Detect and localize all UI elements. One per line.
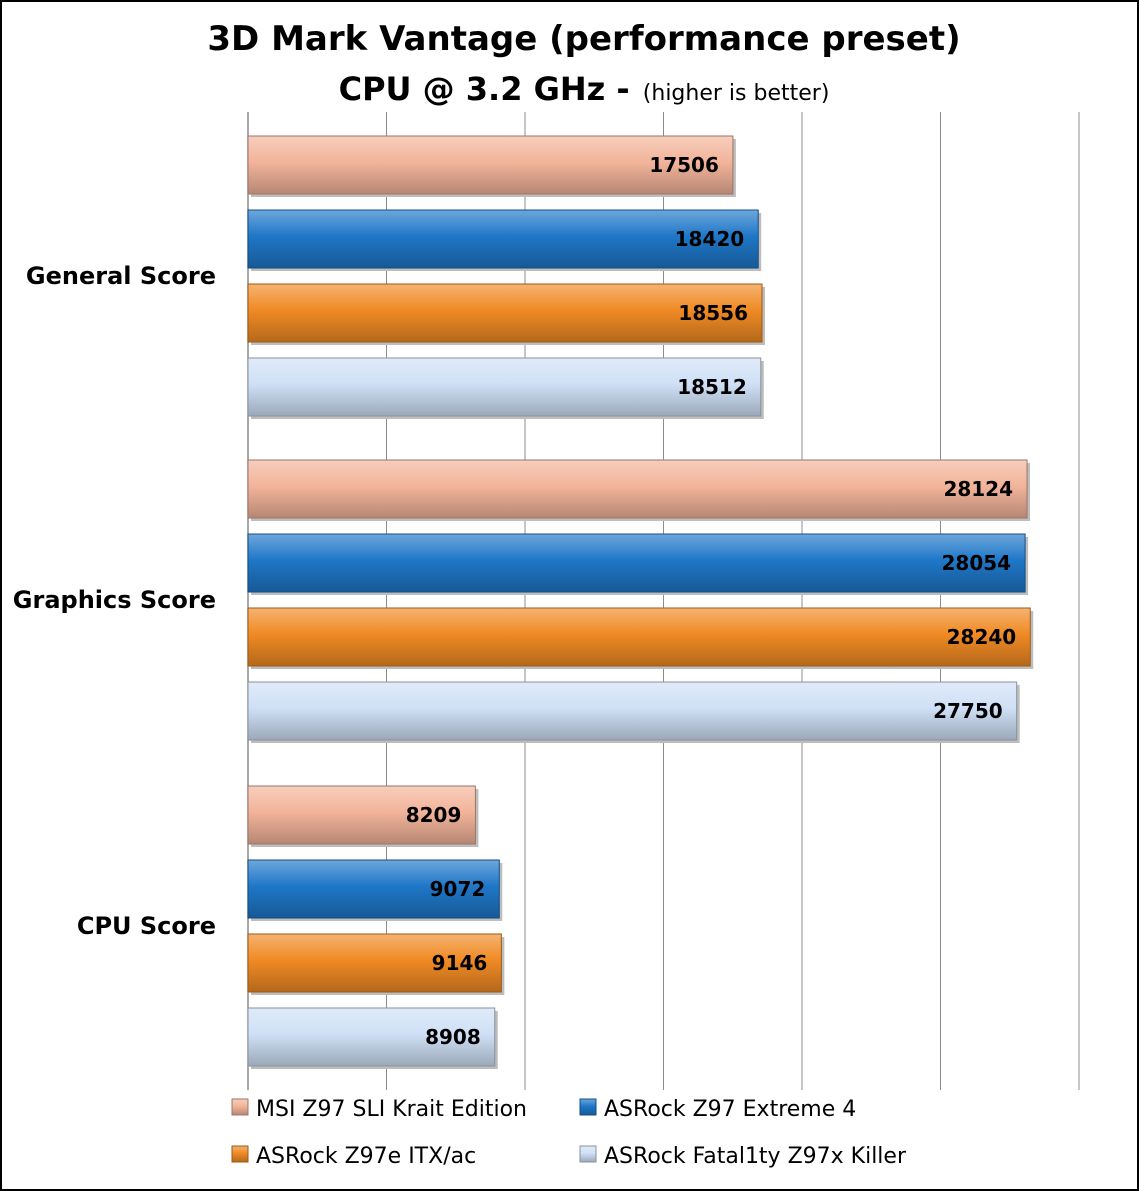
bar-cpu-score-asrock-fatal1ty-z97x-killer: [247, 1007, 496, 1067]
data-label: 18512: [677, 375, 747, 399]
legend-label-asrock-z97e-itx-ac: ASRock Z97e ITX/ac: [256, 1144, 476, 1169]
bar-cpu-score-asrock-z97-extreme-4: [247, 859, 500, 919]
legend-label-msi-z97-sli-krait-edition: MSI Z97 SLI Krait Edition: [256, 1097, 527, 1122]
bar-graphics-score-asrock-z97e-itx-ac: [247, 607, 1031, 667]
bar-cpu-score-asrock-z97e-itx-ac: [247, 933, 502, 993]
legend-swatch-asrock-fatal1ty-z97x-killer: [579, 1145, 597, 1163]
category-labels: General Score Graphics Score CPU Score: [13, 262, 216, 940]
bar-graphics-score-asrock-fatal1ty-z97x-killer: [247, 681, 1018, 741]
bar-cpu-score-msi-z97-sli-krait-edition: [247, 785, 476, 845]
chart-subtitle-note: (higher is better): [643, 81, 830, 106]
category-label-general-score: General Score: [26, 262, 216, 290]
grid-layer: [247, 112, 1080, 1090]
legend-swatch-asrock-z97e-itx-ac: [231, 1145, 249, 1163]
data-label: 28054: [942, 551, 1012, 575]
legend-label-asrock-z97-extreme-4: ASRock Z97 Extreme 4: [604, 1097, 856, 1122]
bar-graphics-score-msi-z97-sli-krait-edition: [247, 459, 1028, 519]
chart-subtitle-main: CPU @ 3.2 GHz -: [339, 70, 630, 108]
data-label: 9146: [432, 951, 488, 975]
data-label: 27750: [933, 699, 1003, 723]
category-label-cpu-score: CPU Score: [77, 912, 216, 940]
data-label: 18556: [678, 301, 748, 325]
bar-general-score-asrock-z97-extreme-4: [247, 209, 759, 269]
data-label: 9072: [430, 877, 486, 901]
bar-general-score-msi-z97-sli-krait-edition: [247, 135, 734, 195]
bars-layer: 17506 18420 18556 18512 28124 28054 28240 27750…: [247, 135, 1034, 1069]
data-label: 8908: [425, 1025, 481, 1049]
data-label: 8209: [406, 803, 462, 827]
bar-general-score-asrock-fatal1ty-z97x-killer: [247, 357, 762, 417]
legend-swatch-msi-z97-sli-krait-edition: [231, 1098, 249, 1116]
legend-swatch-asrock-z97-extreme-4: [579, 1098, 597, 1116]
chart-title: 3D Mark Vantage (performance preset): [207, 19, 960, 59]
legend-label-asrock-fatal1ty-z97x-killer: ASRock Fatal1ty Z97x Killer: [604, 1144, 907, 1169]
legend: MSI Z97 SLI Krait Edition ASRock Z97 Extr…: [231, 1097, 907, 1169]
chart-subtitle: CPU @ 3.2 GHz - (higher is better): [339, 70, 830, 108]
bar-graphics-score-asrock-z97-extreme-4: [247, 533, 1026, 593]
data-label: 28124: [943, 477, 1013, 501]
data-label: 28240: [947, 625, 1017, 649]
bar-general-score-asrock-z97e-itx-ac: [247, 283, 763, 343]
data-label: 17506: [649, 153, 719, 177]
category-label-graphics-score: Graphics Score: [13, 586, 216, 614]
data-label: 18420: [675, 227, 745, 251]
